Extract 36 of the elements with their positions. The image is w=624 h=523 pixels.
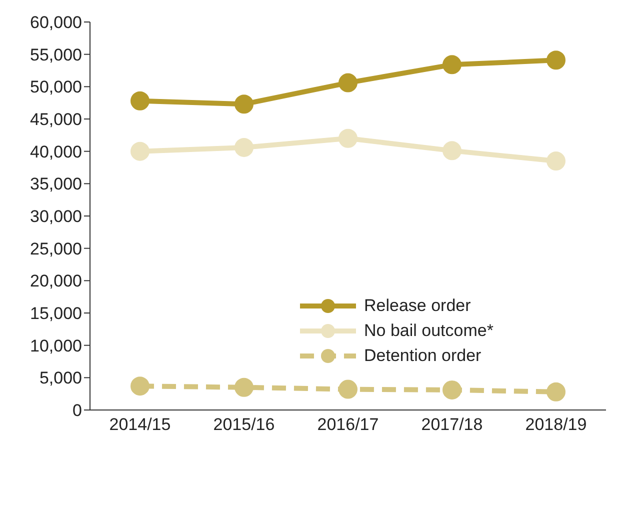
- point: [338, 380, 358, 399]
- legend-label: Release order: [364, 296, 471, 316]
- point: [546, 152, 566, 171]
- x-tick-label: 2014/15: [109, 415, 171, 434]
- legend-label: Detention order: [364, 346, 482, 366]
- y-tick-label: 35,000: [30, 174, 82, 194]
- y-tick-label: 20,000: [30, 272, 82, 291]
- y-tick-label: 45,000: [30, 110, 82, 130]
- y-tick-label: 40,000: [30, 142, 82, 162]
- y-tick-label: 10,000: [30, 336, 82, 356]
- x-tick-label: 2016/17: [317, 415, 379, 434]
- y-tick-label: 25,000: [30, 239, 82, 258]
- point: [234, 378, 254, 397]
- y-tick-label: 55,000: [30, 45, 82, 64]
- x-tick-label: 2015/16: [213, 415, 275, 434]
- point: [234, 94, 254, 114]
- y-tick-label: 5,000: [39, 368, 82, 388]
- point: [338, 73, 358, 92]
- y-tick-label: 30,000: [30, 207, 82, 226]
- point: [338, 128, 358, 148]
- point: [234, 138, 254, 157]
- point: [130, 376, 150, 396]
- point: [442, 141, 462, 160]
- legend-label: No bail outcome*: [364, 320, 494, 340]
- x-tick-label: 2018/19: [525, 415, 587, 434]
- point: [130, 91, 150, 110]
- point: [546, 382, 566, 402]
- y-tick-label: 50,000: [30, 78, 82, 97]
- point: [442, 55, 462, 74]
- y-tick-label: 15,000: [30, 304, 82, 324]
- point: [442, 380, 462, 400]
- y-tick-label: 60,000: [30, 13, 82, 32]
- point: [130, 142, 150, 161]
- y-tick-label: 0: [72, 401, 82, 420]
- point: [546, 50, 566, 70]
- x-tick-label: 2017/18: [421, 415, 483, 434]
